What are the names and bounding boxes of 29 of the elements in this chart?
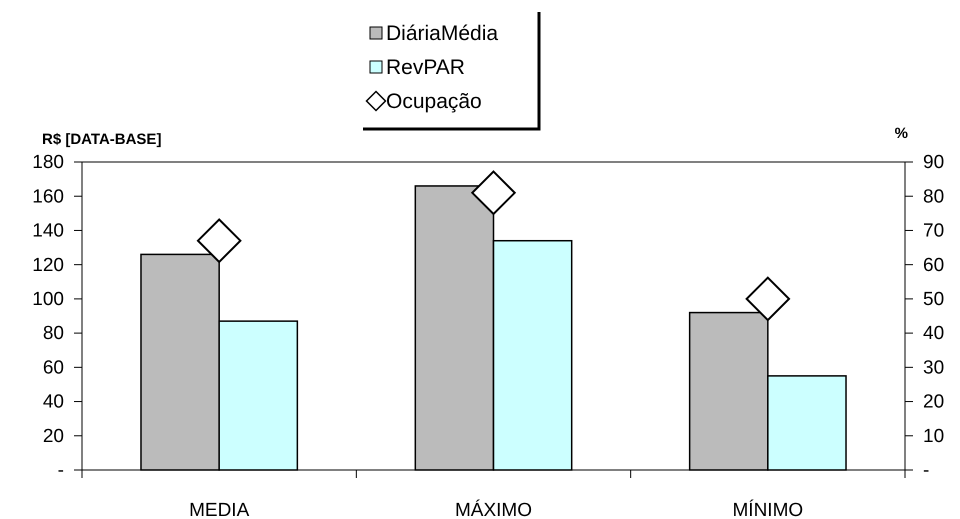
y-tick-label: 60 xyxy=(42,357,64,378)
point xyxy=(471,170,516,216)
x-tick-label: MÍNIMO xyxy=(732,499,804,519)
y-axis-title: R$ [DATA-BASE] xyxy=(42,131,162,148)
x-tick-label: MEDIA xyxy=(189,500,250,519)
y-tick-label: 180 xyxy=(32,152,64,174)
y2-tick-label: 30 xyxy=(923,357,944,378)
y2-tick-label: - xyxy=(923,460,930,482)
y-tick-label: 40 xyxy=(42,392,64,413)
y-tick-label: 160 xyxy=(32,186,64,208)
y2-axis-title: % xyxy=(894,125,908,142)
y2-tick-label: 60 xyxy=(923,254,944,276)
y2-tick-label: 40 xyxy=(923,323,944,344)
x-tick-label: MÁXIMO xyxy=(454,499,532,519)
y-tick-label: 140 xyxy=(32,220,64,242)
y2-tick-label: 10 xyxy=(923,426,944,447)
legend-label: DiáriaMédia xyxy=(386,22,498,45)
y-tick-label: - xyxy=(58,460,64,482)
legend-label: Ocupação xyxy=(386,90,482,113)
legend-label: RevPAR xyxy=(386,56,465,79)
y2-tick-label: 90 xyxy=(923,152,944,174)
y2-tick-label: 50 xyxy=(923,288,944,310)
y2-tick-label: 80 xyxy=(923,186,944,208)
y2-tick-label: 20 xyxy=(923,392,944,413)
y-tick-label: 120 xyxy=(32,254,64,276)
y2-tick-label: 70 xyxy=(923,220,944,242)
y-tick-label: 20 xyxy=(42,426,64,447)
y-tick-label: 80 xyxy=(42,323,64,344)
y-tick-label: 100 xyxy=(32,288,64,310)
